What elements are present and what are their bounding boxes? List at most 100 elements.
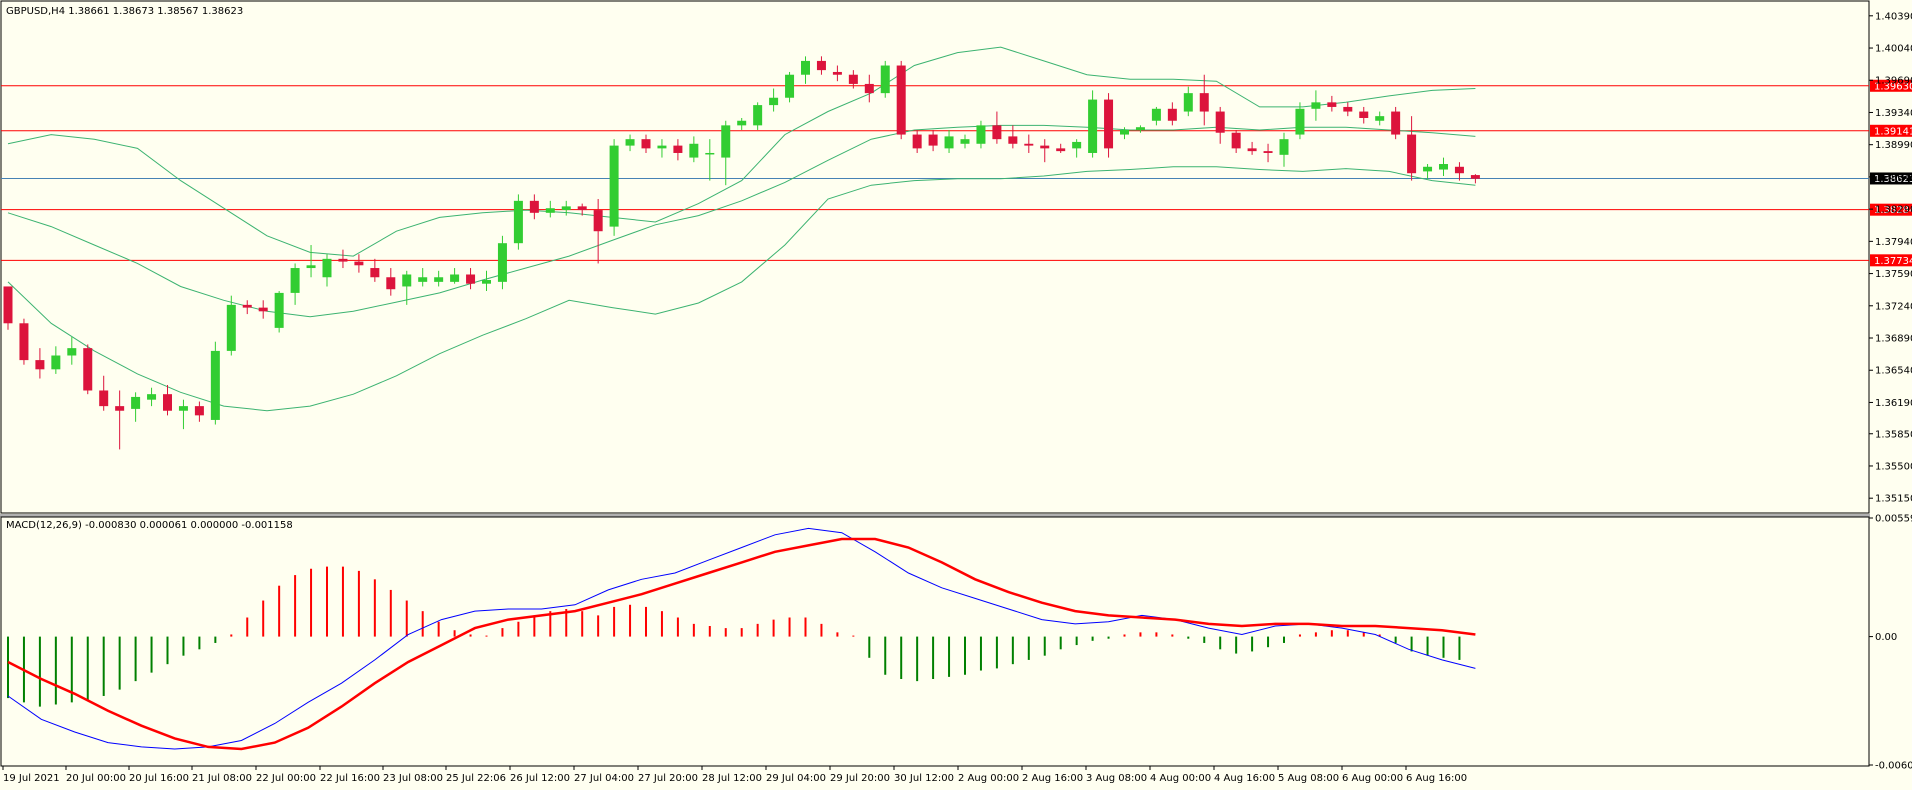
candle-bull-body — [689, 143, 699, 158]
time-tick-label: 2 Aug 00:00 — [958, 773, 1019, 784]
level-price-tag — [1870, 203, 1912, 216]
candle-bear-body — [1343, 106, 1353, 112]
candle-bear-body — [529, 200, 539, 213]
candle-bear-body — [1391, 111, 1401, 135]
time-tick-label: 5 Aug 08:00 — [1278, 773, 1339, 784]
candle-bull-body — [322, 258, 332, 278]
time-tick-label: 22 Jul 16:00 — [320, 773, 380, 784]
candle-bear-body — [1327, 102, 1337, 107]
time-tick-label: 29 Jul 20:00 — [830, 773, 890, 784]
price-tick-label: 1.38640 — [1875, 172, 1912, 183]
band-lower-line — [7, 166, 1476, 412]
price-tick-label: 1.36540 — [1875, 366, 1912, 377]
candle-bear-body — [832, 71, 842, 75]
level-price-tag — [1870, 79, 1912, 92]
candle-bull-body — [482, 280, 491, 284]
price-tick-label: 1.39690 — [1875, 76, 1912, 87]
candle-bull-body — [561, 206, 571, 211]
candle-bull-body — [657, 145, 667, 149]
macd-pane-frame — [0, 516, 1870, 767]
candle-bull-body — [1375, 116, 1385, 121]
candle-bear-body — [1263, 151, 1273, 153]
time-tick-label: 28 Jul 12:00 — [702, 773, 762, 784]
candle-bull-body — [131, 396, 141, 409]
candle-bull-body — [1311, 102, 1321, 109]
time-tick-label: 22 Jul 00:00 — [256, 773, 316, 784]
time-tick-label: 6 Aug 00:00 — [1342, 773, 1403, 784]
candle-bear-body — [1040, 145, 1050, 149]
candle-bull-body — [705, 152, 715, 155]
candle-bull-body — [1183, 93, 1193, 112]
time-tick-label: 25 Jul 22:06 — [446, 773, 506, 784]
candle-bear-body — [338, 258, 348, 262]
candle-bull-body — [1135, 127, 1145, 130]
price-tick-label: 1.35850 — [1875, 429, 1912, 440]
candle-bull-body — [1439, 164, 1448, 170]
candle-bull-body — [769, 97, 779, 106]
candle-bear-body — [928, 134, 938, 146]
candle-bull-body — [737, 120, 747, 126]
candle-bull-body — [210, 350, 220, 420]
macd-axis: 0.005592 0.00 -0.006055 — [1869, 514, 1912, 772]
candle-bear-body — [1407, 134, 1417, 174]
candle-bear-body — [83, 348, 93, 391]
macd-pane[interactable]: 0.005592 0.00 -0.006055 MACD(12,26,9) -0.0… — [0, 514, 1912, 772]
candle-bull-body — [1088, 99, 1098, 153]
time-tick-label: 6 Aug 16:00 — [1406, 773, 1467, 784]
current-price-tag — [1870, 172, 1912, 185]
macd-histogram — [7, 566, 1461, 707]
macd-tick-label: -0.006055 — [1875, 761, 1912, 772]
price-tick-label: 1.36890 — [1875, 334, 1912, 345]
candle-bear-body — [673, 145, 683, 153]
time-tick-label: 4 Aug 00:00 — [1150, 773, 1211, 784]
candle-bear-body — [848, 74, 858, 84]
price-tick-label: 1.38990 — [1875, 140, 1912, 151]
candle-bear-body — [1008, 136, 1018, 144]
macd-header: MACD(12,26,9) -0.000830 0.000061 0.00000… — [6, 520, 293, 531]
candle-bear-body — [3, 286, 13, 324]
time-tick-label: 2 Aug 16:00 — [1022, 773, 1083, 784]
candle-bear-body — [992, 125, 1002, 140]
candle-bear-body — [1359, 111, 1369, 118]
macd-tick-label: 0.00 — [1875, 632, 1897, 643]
price-tick-label: 1.37590 — [1875, 269, 1912, 280]
candle-bear-body — [864, 83, 874, 94]
price-tick-label: 1.39340 — [1875, 108, 1912, 119]
candle-bear-body — [99, 390, 109, 407]
candle-bear-body — [163, 394, 172, 411]
candle-bear-body — [35, 360, 45, 370]
pane-separator[interactable] — [0, 514, 1870, 517]
candle-bull-body — [306, 265, 316, 269]
price-tick-label: 1.37240 — [1875, 301, 1912, 312]
time-axis: 19 Jul 2021 20 Jul 00:00 20 Jul 16:00 21 Ju… — [2, 766, 1467, 784]
candle-bull-body — [274, 292, 284, 328]
candle-bull-body — [497, 243, 507, 282]
candle-bear-body — [1167, 108, 1177, 121]
candle-bear-body — [242, 304, 252, 308]
candle-bear-body — [1454, 166, 1464, 174]
candle-bull-body — [960, 139, 970, 144]
candle-bull-body — [625, 139, 635, 146]
candle-bull-body — [976, 125, 986, 144]
symbol-header: GBPUSD,H4 1.38661 1.38673 1.38567 1.3862… — [6, 6, 243, 17]
price-pane[interactable]: 1.39630 1.39141 1.38284 1.37734 1.38623 1.40… — [0, 0, 1912, 514]
time-tick-label: 19 Jul 2021 — [3, 773, 60, 784]
candle-bull-body — [418, 277, 428, 282]
current-price-label: 1.38623 — [1874, 174, 1912, 185]
candle-bear-body — [115, 406, 125, 411]
time-tick-label: 30 Jul 12:00 — [894, 773, 954, 784]
level-price-label: 1.39141 — [1874, 126, 1912, 137]
candle-bear-body — [1199, 93, 1209, 112]
time-tick-label: 26 Jul 12:00 — [510, 773, 570, 784]
horizontal-levels[interactable]: 1.39630 1.39141 1.38284 1.37734 1.38623 — [1, 79, 1912, 267]
time-tick-label: 27 Jul 20:00 — [638, 773, 698, 784]
price-tick-label: 1.35500 — [1875, 461, 1912, 472]
price-tick-label: 1.36190 — [1875, 398, 1912, 409]
candle-bull-body — [226, 304, 236, 351]
candle-bull-body — [1072, 141, 1082, 149]
candle-bull-body — [450, 274, 460, 282]
candle-bear-body — [1470, 175, 1480, 179]
candle-bear-body — [577, 206, 587, 211]
price-tick-label: 1.40040 — [1875, 44, 1912, 55]
